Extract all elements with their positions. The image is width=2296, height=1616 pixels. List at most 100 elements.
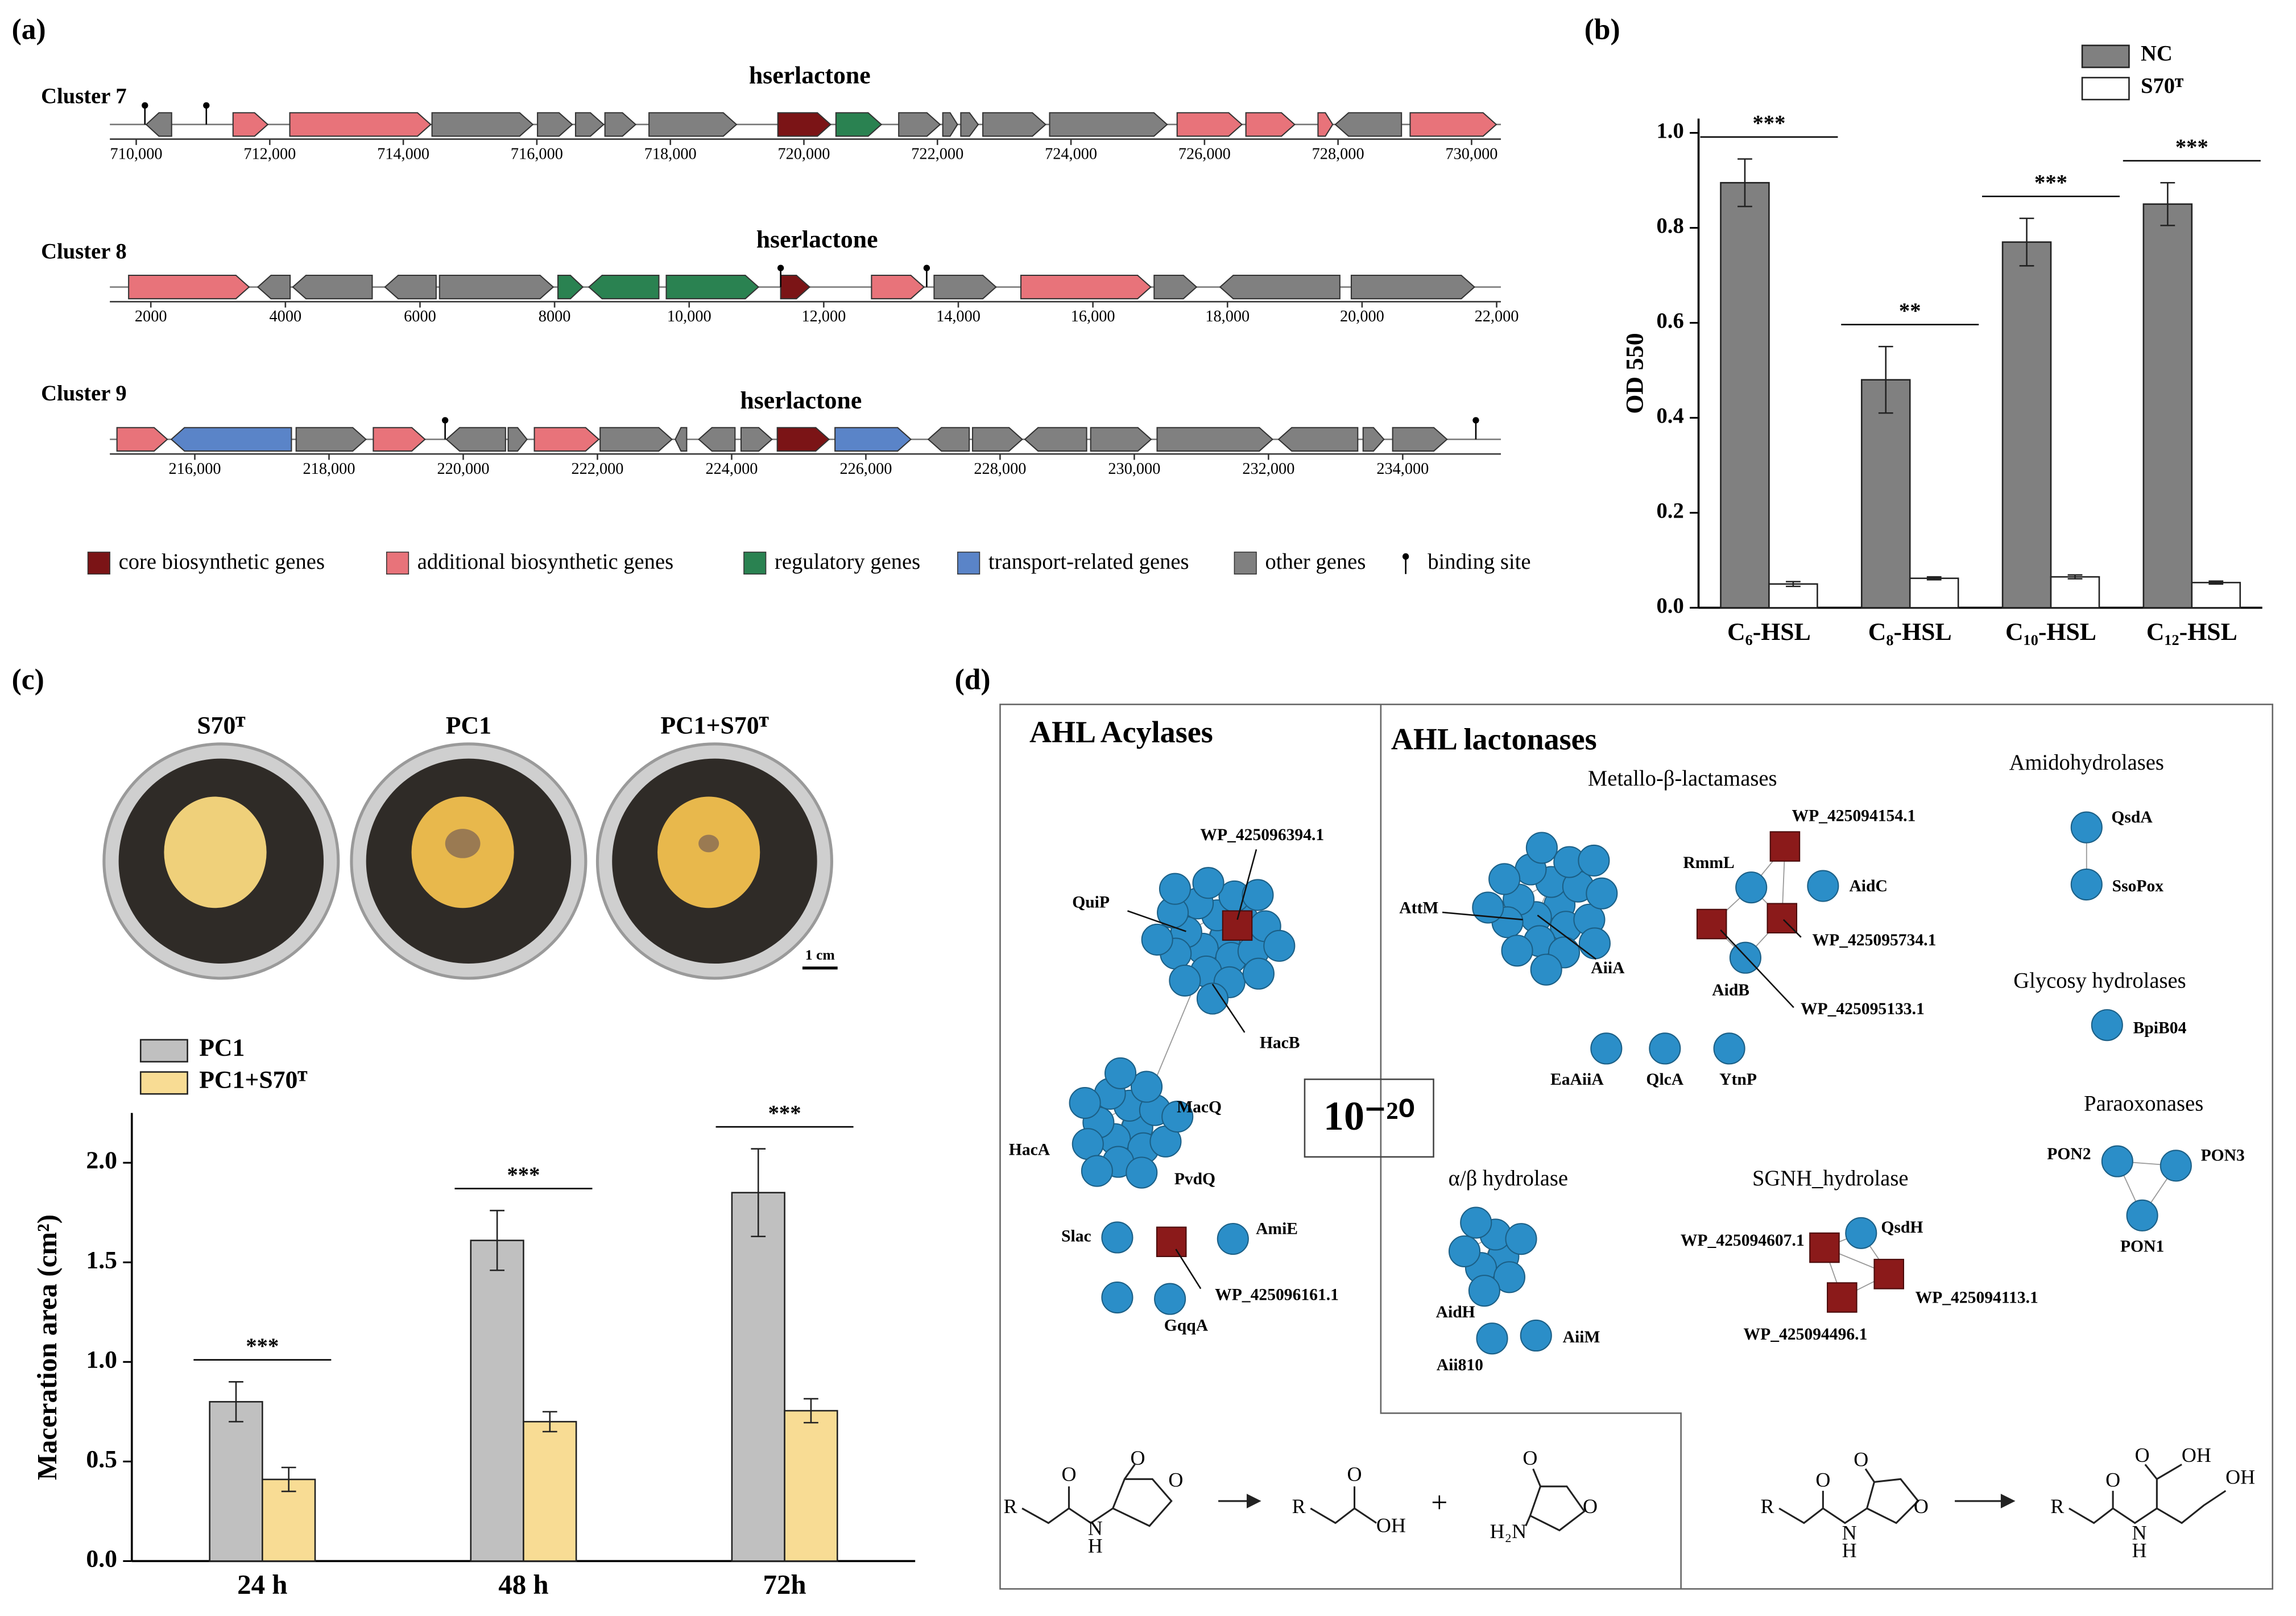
network-node xyxy=(1735,871,1768,904)
network-node xyxy=(2070,868,2103,901)
gene-arrow xyxy=(835,112,883,137)
node-label: QsdA xyxy=(2111,808,2153,826)
x-tick-label: 716,000 xyxy=(511,145,563,163)
x-tick-label: 718,000 xyxy=(644,145,697,163)
node-label: EaAiiA xyxy=(1550,1071,1604,1089)
x-tick-label: 714,000 xyxy=(377,145,429,163)
network-node xyxy=(1196,982,1229,1015)
label-pointer xyxy=(1782,919,1802,938)
network-node xyxy=(2070,811,2103,844)
network-node-red xyxy=(1222,910,1253,941)
network-node xyxy=(1263,929,1296,962)
x-tick-label: 48 h xyxy=(498,1569,548,1600)
node-label: Slac xyxy=(1061,1227,1091,1245)
gene-arrow xyxy=(972,427,1023,452)
significance-label: *** xyxy=(507,1163,540,1187)
atom-label: N xyxy=(2132,1521,2146,1544)
network-node xyxy=(1192,867,1224,899)
y-tick-label: 0.0 xyxy=(1657,594,1684,618)
y-axis-label: OD 550 xyxy=(1621,333,1648,414)
cluster-name: Cluster 8 xyxy=(41,239,127,263)
atom-label: O xyxy=(1130,1446,1145,1469)
network-edge xyxy=(1156,988,1194,1077)
node-label: AidH xyxy=(1436,1303,1475,1321)
gene-arrow xyxy=(599,427,673,452)
panel-label: (a) xyxy=(12,13,46,46)
gene-arrow xyxy=(373,427,426,452)
scale-bar-label: 1 cm xyxy=(805,947,835,963)
x-tick-label: C₈-HSL xyxy=(1868,618,1952,646)
gene-arrow xyxy=(295,427,367,452)
maceration-spot xyxy=(698,834,719,853)
significance-label: *** xyxy=(2175,135,2208,159)
section-title: AHL lactonases xyxy=(1391,722,1597,757)
potato-slice xyxy=(164,796,267,908)
section-title: AHL Acylases xyxy=(1029,715,1213,749)
gene-arrow xyxy=(1024,427,1087,452)
node-label: HacB xyxy=(1260,1034,1300,1052)
significance-label: *** xyxy=(768,1101,801,1125)
node-label: SsoPox xyxy=(2112,877,2164,895)
network-node-red xyxy=(1696,908,1727,940)
gene-arrow xyxy=(431,112,534,137)
network-node xyxy=(1472,891,1504,924)
label-pointer xyxy=(1127,910,1186,932)
gene-arrow xyxy=(780,274,811,300)
legend-swatch xyxy=(2081,77,2130,101)
legend-swatch xyxy=(87,551,110,575)
network-node xyxy=(1649,1032,1681,1065)
y-tick-label: 1.0 xyxy=(1657,119,1684,143)
chemical-structures xyxy=(1021,1464,2227,1532)
panel-label: (d) xyxy=(955,664,991,696)
cluster-name: Cluster 7 xyxy=(41,84,127,108)
x-tick-label: 234,000 xyxy=(1376,460,1429,478)
node-label: WP_425095734.1 xyxy=(1813,931,1937,949)
node-label: AttM xyxy=(1399,899,1438,917)
label-pointer xyxy=(1537,915,1597,960)
bar xyxy=(262,1478,316,1562)
gene-arrow xyxy=(537,112,573,137)
gene-arrow xyxy=(232,112,269,137)
atom-label: O xyxy=(2105,1469,2120,1491)
gene-arrow xyxy=(292,274,373,300)
node-label: WP_425094154.1 xyxy=(1792,807,1916,825)
x-tick-label: 722,000 xyxy=(911,145,963,163)
binding-site-dot xyxy=(441,417,449,424)
node-label: RmmL xyxy=(1683,854,1734,872)
binding-site-dot xyxy=(142,102,148,109)
atom-label: H xyxy=(1088,1535,1103,1557)
y-tick-label: 0.0 xyxy=(86,1545,117,1573)
legend-swatch xyxy=(139,1071,188,1095)
network-node xyxy=(1713,1032,1745,1065)
gene-arrow xyxy=(145,112,172,137)
node-label: PON2 xyxy=(2047,1145,2091,1163)
bar xyxy=(1720,181,1770,609)
bar xyxy=(2001,241,2052,609)
node-label: AiiA xyxy=(1591,959,1625,977)
network-node xyxy=(1476,1322,1508,1355)
network-node xyxy=(2101,1145,2133,1177)
gene-arrow xyxy=(507,427,528,452)
family-title: α/β hydrolase xyxy=(1449,1167,1568,1191)
atom-label: R xyxy=(2050,1495,2064,1518)
network-node xyxy=(1525,832,1558,864)
network-node-red xyxy=(1809,1232,1840,1263)
family-title: Amidohydrolases xyxy=(2009,751,2164,775)
node-label: WP_425095133.1 xyxy=(1801,1000,1925,1018)
bar xyxy=(2191,581,2241,609)
network-frame xyxy=(999,704,2274,1590)
cluster-title: hserlactone xyxy=(749,61,871,89)
binding-site-dot xyxy=(1472,417,1479,424)
threshold-label: 10⁻²⁰ xyxy=(1323,1093,1415,1139)
family-title: Metallo-β-lactamases xyxy=(1588,767,1777,791)
gene-arrow xyxy=(1049,112,1168,137)
x-tick-label: 6000 xyxy=(404,308,436,325)
x-tick-label: 710,000 xyxy=(110,145,163,163)
network-node xyxy=(1081,1155,1113,1187)
gene-arrow xyxy=(1156,427,1273,452)
bar xyxy=(470,1239,524,1562)
panel-label: (c) xyxy=(12,664,44,696)
bar xyxy=(2142,203,2193,609)
network-node xyxy=(1505,1223,1537,1255)
